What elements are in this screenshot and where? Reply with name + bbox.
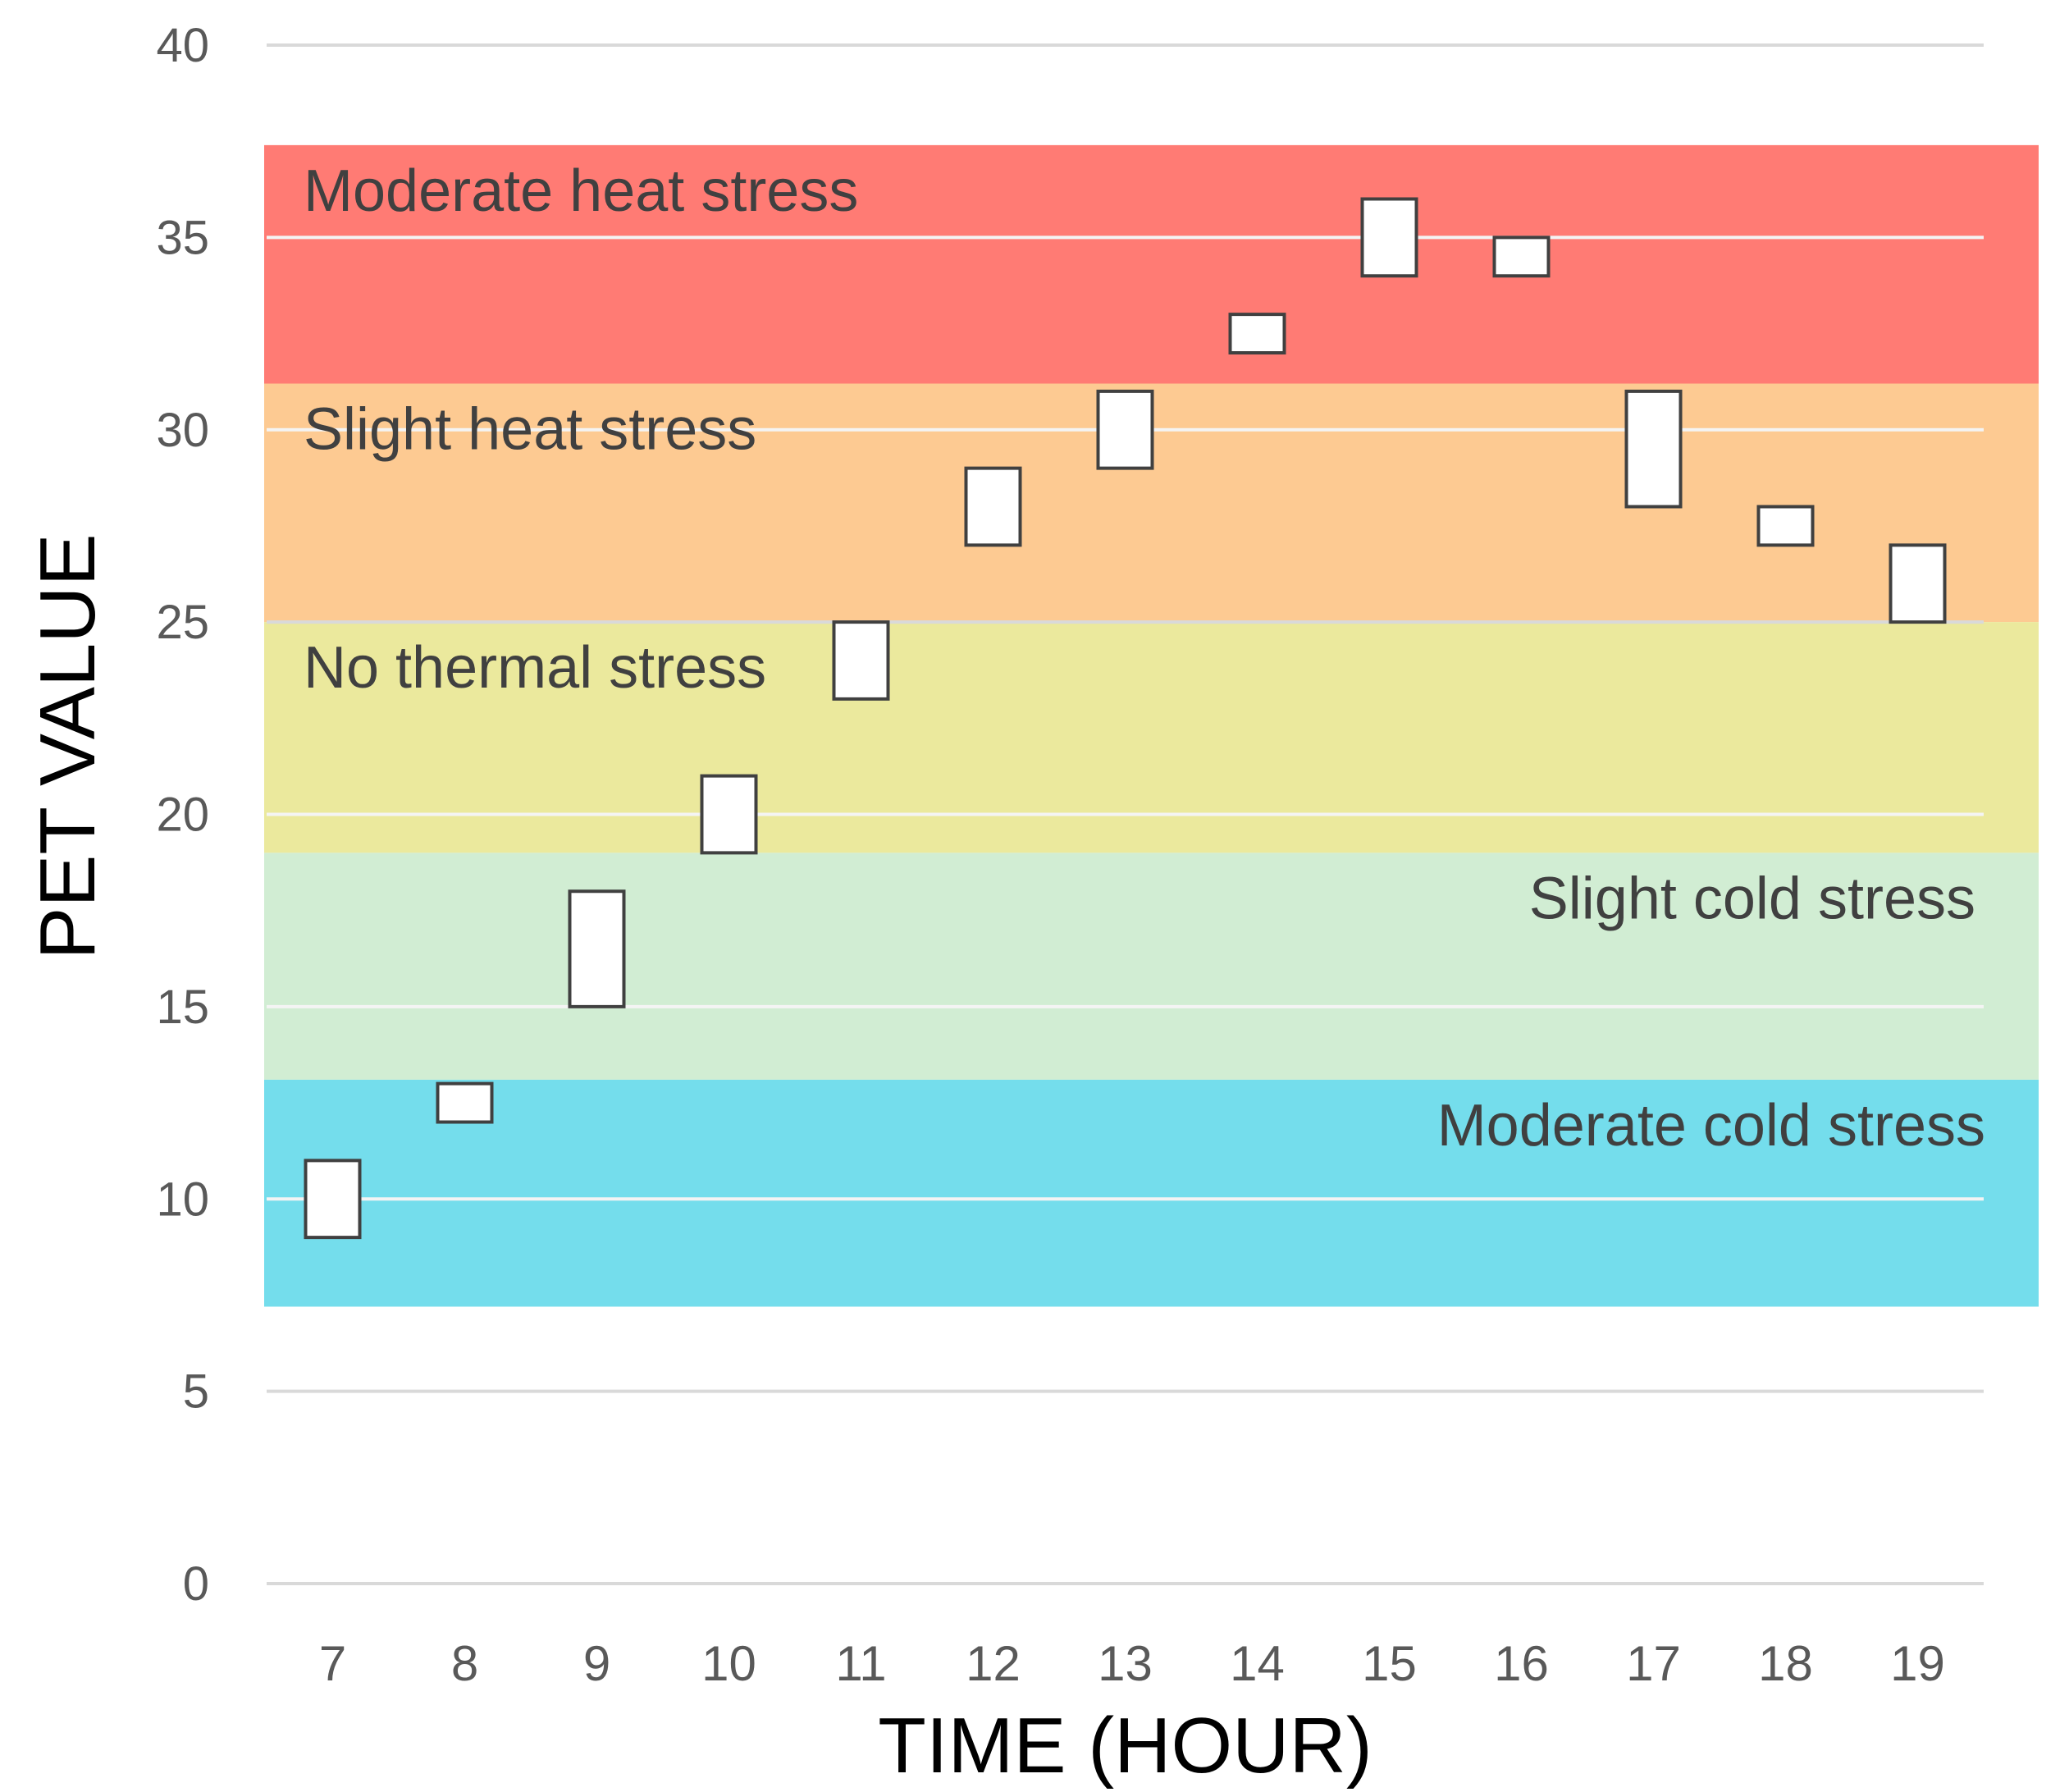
- y-tick-35: 35: [156, 211, 209, 264]
- x-tick-16: 16: [1494, 1636, 1549, 1691]
- band-label-slight-cold-stress: Slight cold stress: [1529, 866, 1975, 931]
- y-tick-25: 25: [156, 596, 209, 649]
- range-box-hour-16: [1492, 235, 1551, 278]
- x-tick-10: 10: [701, 1636, 756, 1691]
- range-box-hour-11: [832, 620, 890, 701]
- x-tick-14: 14: [1230, 1636, 1285, 1691]
- x-tick-18: 18: [1758, 1636, 1813, 1691]
- band-slight-cold-stress: [264, 853, 2039, 1080]
- y-axis-title: PET VALUE: [24, 533, 112, 959]
- range-box-hour-10: [700, 774, 758, 855]
- range-box-hour-7: [304, 1159, 362, 1240]
- range-box-hour-17: [1624, 389, 1683, 509]
- x-tick-15: 15: [1362, 1636, 1417, 1691]
- x-tick-9: 9: [583, 1636, 610, 1691]
- band-label-moderate-heat-stress: Moderate heat stress: [304, 158, 858, 224]
- x-tick-12: 12: [966, 1636, 1021, 1691]
- x-tick-7: 7: [319, 1636, 346, 1691]
- range-box-hour-19: [1889, 543, 1947, 624]
- y-tick-10: 10: [156, 1173, 209, 1226]
- band-label-slight-heat-stress: Slight heat stress: [304, 397, 756, 463]
- stress-bands: [264, 144, 2039, 1307]
- range-box-hour-13: [1096, 389, 1154, 470]
- y-tick-15: 15: [156, 981, 209, 1034]
- x-tick-8: 8: [451, 1636, 478, 1691]
- y-tick-5: 5: [183, 1365, 209, 1419]
- x-tick-17: 17: [1626, 1636, 1681, 1691]
- range-box-hour-9: [568, 889, 626, 1008]
- range-box-hour-14: [1228, 313, 1286, 354]
- band-label-moderate-cold-stress: Moderate cold stress: [1437, 1093, 1985, 1159]
- range-box-hour-12: [964, 466, 1022, 547]
- band-moderate-cold-stress: [264, 1079, 2039, 1307]
- band-moderate-heat-stress: [264, 144, 2039, 384]
- range-box-hour-15: [1360, 197, 1418, 278]
- x-tick-13: 13: [1098, 1636, 1153, 1691]
- y-axis-ticks: 0 5 10 15 20 25 30 35 40: [156, 19, 209, 1611]
- x-axis-title: TIME (HOUR): [878, 1702, 1372, 1790]
- x-axis-ticks: 7 8 9 10 11 12 13 14 15 16 17 18 19: [319, 1636, 1945, 1691]
- range-box-hour-18: [1756, 505, 1815, 547]
- pet-range-boxes: [304, 197, 1947, 1240]
- x-tick-11: 11: [835, 1636, 886, 1691]
- stress-band-labels: Moderate heat stress Slight heat stress No…: [304, 158, 1985, 1159]
- y-tick-40: 40: [156, 19, 209, 72]
- band-label-no-thermal-stress: No thermal stress: [304, 635, 766, 701]
- y-tick-30: 30: [156, 404, 209, 457]
- y-tick-20: 20: [156, 789, 209, 842]
- y-tick-0: 0: [183, 1557, 209, 1611]
- x-tick-19: 19: [1890, 1636, 1945, 1691]
- range-box-hour-8: [436, 1081, 494, 1124]
